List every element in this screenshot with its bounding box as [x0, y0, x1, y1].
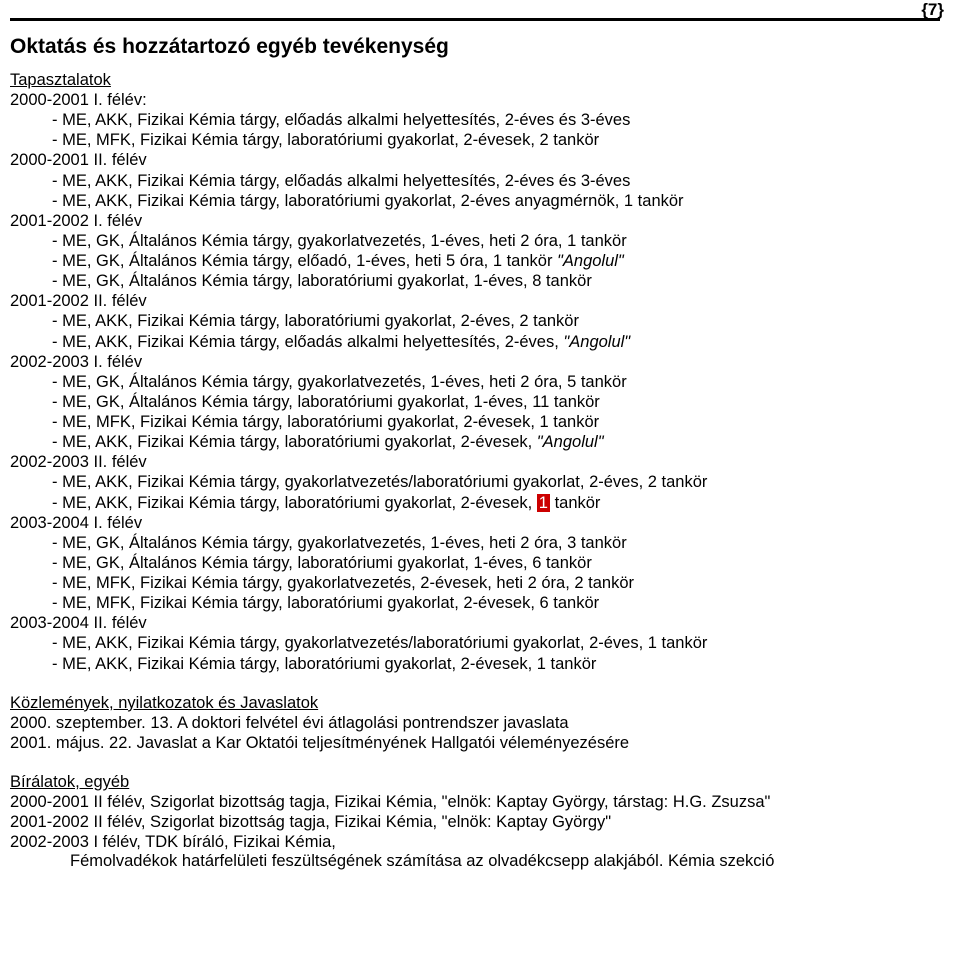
- review-line: 2000-2001 II félév, Szigorlat bizottság …: [10, 792, 940, 812]
- semester-header: 2002-2003 II. félév: [10, 452, 940, 472]
- course-entry: - ME, AKK, Fizikai Kémia tárgy, laborató…: [52, 432, 940, 452]
- course-entry: - ME, AKK, Fizikai Kémia tárgy, előadás …: [52, 110, 940, 130]
- course-entry: - ME, AKK, Fizikai Kémia tárgy, laborató…: [52, 654, 940, 674]
- entry-italic: "Angolul": [557, 252, 624, 270]
- entry-italic: "Angolul": [537, 433, 604, 451]
- document-page: {7} Oktatás és hozzátartozó egyéb tevéke…: [0, 0, 960, 953]
- entry-text: - ME, AKK, Fizikai Kémia tárgy, laborató…: [52, 433, 537, 451]
- entry-highlight: 1: [537, 494, 550, 512]
- course-entry: - ME, MFK, Fizikai Kémia tárgy, gyakorla…: [52, 573, 940, 593]
- foot-line: Fémolvadékok határfelületi feszültségéne…: [70, 852, 940, 871]
- announcement-line: 2001. május. 22. Javaslat a Kar Oktatói …: [10, 733, 940, 753]
- course-entry: - ME, AKK, Fizikai Kémia tárgy, laborató…: [52, 311, 940, 331]
- course-entry: - ME, GK, Általános Kémia tárgy, gyakorl…: [52, 533, 940, 553]
- course-entry: - ME, GK, Általános Kémia tárgy, gyakorl…: [52, 231, 940, 251]
- course-entry: - ME, AKK, Fizikai Kémia tárgy, előadás …: [52, 332, 940, 352]
- course-entry: - ME, AKK, Fizikai Kémia tárgy, gyakorla…: [52, 472, 940, 492]
- entry-text: tankör: [550, 494, 600, 512]
- page-title: Oktatás és hozzátartozó egyéb tevékenysé…: [10, 35, 940, 59]
- course-entry: - ME, AKK, Fizikai Kémia tárgy, előadás …: [52, 171, 940, 191]
- reviews-list: 2000-2001 II félév, Szigorlat bizottság …: [10, 792, 940, 852]
- semester-header: 2001-2002 I. félév: [10, 211, 940, 231]
- course-entry: - ME, MFK, Fizikai Kémia tárgy, laborató…: [52, 130, 940, 150]
- entry-text: - ME, AKK, Fizikai Kémia tárgy, laborató…: [52, 494, 537, 512]
- section-header-tapasztalatok: Tapasztalatok: [10, 71, 940, 90]
- review-line: 2002-2003 I félév, TDK bíráló, Fizikai K…: [10, 832, 940, 852]
- review-line: 2001-2002 II félév, Szigorlat bizottság …: [10, 812, 940, 832]
- course-entry: - ME, MFK, Fizikai Kémia tárgy, laborató…: [52, 593, 940, 613]
- course-entry: - ME, AKK, Fizikai Kémia tárgy, laborató…: [52, 191, 940, 211]
- semester-header: 2003-2004 II. félév: [10, 613, 940, 633]
- course-entry: - ME, AKK, Fizikai Kémia tárgy, laborató…: [52, 493, 940, 513]
- course-entry: - ME, MFK, Fizikai Kémia tárgy, laborató…: [52, 412, 940, 432]
- course-entry: - ME, GK, Általános Kémia tárgy, laborat…: [52, 271, 940, 291]
- semester-header: 2002-2003 I. félév: [10, 352, 940, 372]
- section-header-kozlemenyek: Közlemények, nyilatkozatok és Javaslatok: [10, 694, 940, 713]
- entry-text: - ME, GK, Általános Kémia tárgy, előadó,…: [52, 252, 557, 270]
- semester-header: 2001-2002 II. félév: [10, 291, 940, 311]
- semester-header: 2000-2001 I. félév:: [10, 90, 940, 110]
- teaching-records: 2000-2001 I. félév:- ME, AKK, Fizikai Ké…: [10, 90, 940, 674]
- top-rule: [10, 18, 940, 21]
- semester-header: 2000-2001 II. félév: [10, 150, 940, 170]
- entry-text: - ME, AKK, Fizikai Kémia tárgy, előadás …: [52, 333, 563, 351]
- course-entry: - ME, GK, Általános Kémia tárgy, előadó,…: [52, 251, 940, 271]
- page-number: {7}: [921, 0, 944, 20]
- announcements-list: 2000. szeptember. 13. A doktori felvétel…: [10, 713, 940, 753]
- semester-header: 2003-2004 I. félév: [10, 513, 940, 533]
- announcement-line: 2000. szeptember. 13. A doktori felvétel…: [10, 713, 940, 733]
- course-entry: - ME, GK, Általános Kémia tárgy, gyakorl…: [52, 372, 940, 392]
- course-entry: - ME, AKK, Fizikai Kémia tárgy, gyakorla…: [52, 633, 940, 653]
- entry-italic: "Angolul": [563, 333, 630, 351]
- section-header-biralatok: Bírálatok, egyéb: [10, 773, 940, 792]
- course-entry: - ME, GK, Általános Kémia tárgy, laborat…: [52, 392, 940, 412]
- course-entry: - ME, GK, Általános Kémia tárgy, laborat…: [52, 553, 940, 573]
